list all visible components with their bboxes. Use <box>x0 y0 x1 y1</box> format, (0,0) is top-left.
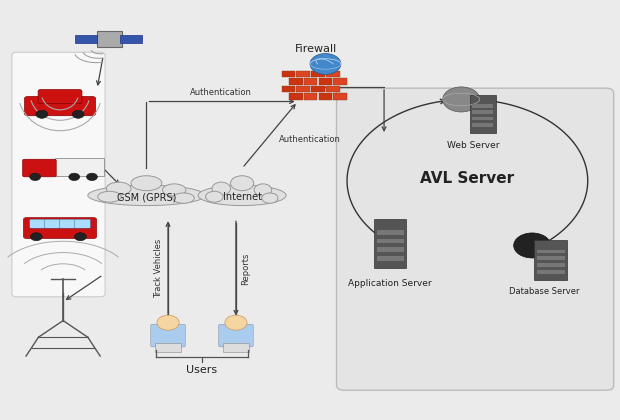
FancyBboxPatch shape <box>311 71 325 77</box>
Text: Track Vehicles: Track Vehicles <box>154 239 163 298</box>
FancyBboxPatch shape <box>304 93 317 100</box>
FancyBboxPatch shape <box>472 104 494 108</box>
FancyBboxPatch shape <box>304 78 317 85</box>
FancyBboxPatch shape <box>281 71 295 77</box>
Text: GSM (GPRS): GSM (GPRS) <box>117 192 176 202</box>
FancyBboxPatch shape <box>472 117 494 121</box>
FancyBboxPatch shape <box>45 219 61 228</box>
FancyBboxPatch shape <box>377 239 404 243</box>
FancyBboxPatch shape <box>326 86 340 92</box>
Ellipse shape <box>212 182 231 195</box>
Text: Authentication: Authentication <box>190 88 252 97</box>
FancyBboxPatch shape <box>55 158 104 176</box>
Ellipse shape <box>262 193 278 203</box>
FancyBboxPatch shape <box>151 324 185 347</box>
FancyBboxPatch shape <box>219 324 253 347</box>
FancyBboxPatch shape <box>23 159 56 177</box>
FancyBboxPatch shape <box>377 230 404 235</box>
FancyBboxPatch shape <box>75 35 97 43</box>
FancyBboxPatch shape <box>289 78 303 85</box>
Text: Database Server: Database Server <box>509 287 580 296</box>
FancyBboxPatch shape <box>289 93 303 100</box>
FancyBboxPatch shape <box>334 93 347 100</box>
FancyBboxPatch shape <box>536 263 565 267</box>
Ellipse shape <box>88 185 205 205</box>
Ellipse shape <box>198 185 286 205</box>
Circle shape <box>514 233 551 258</box>
FancyBboxPatch shape <box>536 249 565 253</box>
FancyBboxPatch shape <box>536 256 565 260</box>
Ellipse shape <box>98 192 121 202</box>
Circle shape <box>73 110 84 118</box>
Text: Users: Users <box>187 365 218 375</box>
FancyBboxPatch shape <box>281 86 295 92</box>
Text: Internet: Internet <box>223 192 262 202</box>
FancyBboxPatch shape <box>374 218 406 268</box>
FancyBboxPatch shape <box>377 256 404 260</box>
FancyBboxPatch shape <box>24 218 97 239</box>
FancyBboxPatch shape <box>337 88 614 390</box>
FancyBboxPatch shape <box>296 86 310 92</box>
Text: Authentication: Authentication <box>279 134 341 144</box>
FancyBboxPatch shape <box>472 123 494 127</box>
Text: Firewall: Firewall <box>295 44 337 53</box>
FancyBboxPatch shape <box>319 78 332 85</box>
Ellipse shape <box>254 184 272 196</box>
FancyBboxPatch shape <box>470 95 496 133</box>
Circle shape <box>443 87 480 112</box>
Ellipse shape <box>231 176 254 191</box>
FancyBboxPatch shape <box>472 110 494 114</box>
FancyBboxPatch shape <box>326 71 340 77</box>
Circle shape <box>225 315 247 330</box>
Circle shape <box>36 110 48 118</box>
FancyBboxPatch shape <box>30 219 46 228</box>
Ellipse shape <box>106 182 131 195</box>
FancyBboxPatch shape <box>377 247 404 252</box>
FancyBboxPatch shape <box>311 86 325 92</box>
FancyBboxPatch shape <box>155 343 181 352</box>
Circle shape <box>69 173 79 181</box>
Ellipse shape <box>162 184 186 196</box>
FancyBboxPatch shape <box>536 270 565 273</box>
FancyBboxPatch shape <box>60 219 76 228</box>
Circle shape <box>157 315 179 330</box>
FancyBboxPatch shape <box>120 35 142 43</box>
FancyBboxPatch shape <box>25 97 95 116</box>
FancyBboxPatch shape <box>334 78 347 85</box>
FancyBboxPatch shape <box>296 71 310 77</box>
Text: AVL Server: AVL Server <box>420 171 515 186</box>
Text: Web Server: Web Server <box>447 141 500 150</box>
Ellipse shape <box>206 192 223 202</box>
FancyBboxPatch shape <box>38 89 82 104</box>
FancyBboxPatch shape <box>12 52 105 297</box>
Circle shape <box>310 53 341 74</box>
Circle shape <box>74 233 86 241</box>
Circle shape <box>30 233 42 241</box>
Text: Application Server: Application Server <box>348 279 432 288</box>
Circle shape <box>87 173 97 181</box>
Ellipse shape <box>131 176 162 191</box>
Circle shape <box>30 173 41 181</box>
FancyBboxPatch shape <box>97 31 122 47</box>
FancyBboxPatch shape <box>74 219 91 228</box>
FancyBboxPatch shape <box>534 241 567 280</box>
Ellipse shape <box>172 193 194 203</box>
FancyBboxPatch shape <box>223 343 249 352</box>
FancyBboxPatch shape <box>319 93 332 100</box>
Text: Reports: Reports <box>241 252 250 285</box>
